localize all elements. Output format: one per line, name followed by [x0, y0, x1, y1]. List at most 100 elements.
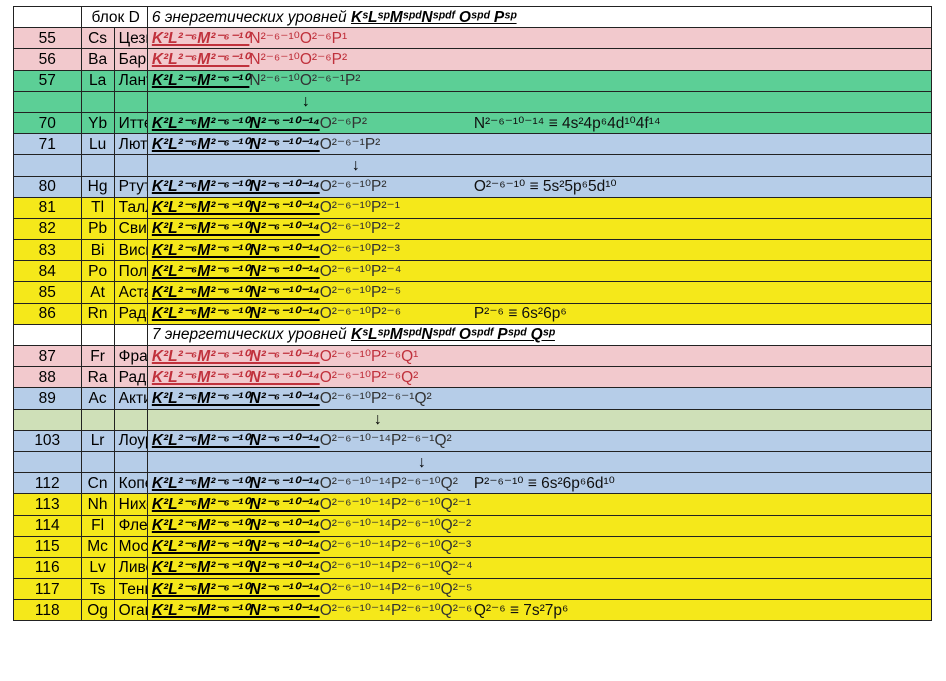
core-shells: K²L²⁻⁶M²⁻⁶⁻¹⁰N²⁻⁶⁻¹⁰⁻¹⁴ — [151, 347, 320, 365]
arrow-down-icon: ↓ — [301, 93, 310, 111]
table-row: 80HgРтутьK²L²⁻⁶M²⁻⁶⁻¹⁰N²⁻⁶⁻¹⁰⁻¹⁴O²⁻⁶⁻¹⁰P… — [13, 175, 933, 198]
atomic-number: 114 — [13, 514, 82, 537]
electron-configuration: K²L²⁻⁶M²⁻⁶⁻¹⁰N²⁻⁶⁻¹⁰⁻¹⁴O²⁻⁶⁻¹⁰P²⁻¹ — [146, 196, 933, 219]
table-row: 7 энергетических уровней KˢLˢᵖMˢᵖᵈNˢᵖᵈᶠ … — [13, 323, 933, 347]
table-row: 103LrЛоуренсийK²L²⁻⁶M²⁻⁶⁻¹⁰N²⁻⁶⁻¹⁰⁻¹⁴O²⁻… — [13, 429, 933, 452]
outer-shells: O²⁻⁶⁻¹⁰⁻¹⁴P²⁻⁶⁻¹⁰Q² — [319, 474, 458, 492]
outer-shells: O²⁻⁶⁻¹⁰P²⁻⁶Q² — [319, 368, 419, 386]
electron-configuration: K²L²⁻⁶M²⁻⁶⁻¹⁰N²⁻⁶⁻¹⁰⁻¹⁴O²⁻⁶⁻¹⁰P²⁻⁴ — [146, 260, 933, 283]
atomic-number: 86 — [13, 302, 82, 325]
element-name — [113, 408, 148, 431]
atomic-number: 116 — [13, 556, 82, 580]
element-name: Свинец — [113, 217, 148, 241]
outer-shells: O²⁻⁶⁻¹⁰P²⁻⁴ — [319, 262, 402, 280]
element-name: Иттербий — [113, 111, 148, 135]
table-row: 55CsЦезийK²L²⁻⁶M²⁻⁶⁻¹⁰N²⁻⁶⁻¹⁰O²⁻⁶P¹ — [13, 27, 933, 50]
element-name: Радий — [113, 366, 148, 389]
electron-configuration: K²L²⁻⁶M²⁻⁶⁻¹⁰N²⁻⁶⁻¹⁰⁻¹⁴O²⁻⁶⁻¹⁰⁻¹⁴P²⁻⁶⁻¹Q… — [146, 429, 933, 452]
atomic-number: 81 — [13, 196, 82, 219]
table-row: 83BiВисмутK²L²⁻⁶M²⁻⁶⁻¹⁰N²⁻⁶⁻¹⁰⁻¹⁴O²⁻⁶⁻¹⁰… — [13, 239, 933, 262]
outer-shells: O²⁻⁶⁻¹⁰⁻¹⁴P²⁻⁶⁻¹⁰Q²⁻⁴ — [319, 559, 473, 577]
element-symbol: Fl — [80, 514, 115, 537]
electron-configuration: K²L²⁻⁶M²⁻⁶⁻¹⁰N²⁻⁶⁻¹⁰⁻¹⁴O²⁻⁶⁻¹⁰P²⁻³ — [146, 239, 933, 262]
element-name: Висмут — [113, 239, 148, 262]
electron-configuration: K²L²⁻⁶M²⁻⁶⁻¹⁰N²⁻⁶⁻¹⁰⁻¹⁴O²⁻⁶⁻¹⁰P²⁻⁶ P²⁻⁶ ≡… — [146, 302, 933, 325]
element-name — [113, 90, 148, 113]
outer-shells: O²⁻⁶⁻¹⁰P²⁻⁶Q¹ — [319, 347, 419, 365]
electron-configuration: K²L²⁻⁶M²⁻⁶⁻¹⁰N²⁻⁶⁻¹⁰⁻¹⁴O²⁻⁶⁻¹⁰⁻¹⁴P²⁻⁶⁻¹⁰… — [146, 599, 933, 622]
table-row: 112CnКоперницийK²L²⁻⁶M²⁻⁶⁻¹⁰N²⁻⁶⁻¹⁰⁻¹⁴O²… — [13, 472, 933, 495]
atomic-number: 89 — [13, 387, 82, 410]
core-shells: K²L²⁻⁶M²⁻⁶⁻¹⁰N²⁻⁶⁻¹⁰⁻¹⁴ — [151, 284, 320, 302]
element-name: Цезий — [113, 27, 148, 50]
outer-shells: O²⁻⁶⁻¹⁰⁻¹⁴P²⁻⁶⁻¹⁰Q²⁻² — [319, 517, 472, 535]
atomic-number — [13, 323, 82, 347]
element-symbol: Hg — [80, 175, 115, 198]
outer-shells: O²⁻⁶P² — [319, 114, 367, 132]
outer-shells: O²⁻⁶⁻¹⁰P²⁻¹ — [319, 199, 400, 217]
element-name — [113, 154, 148, 177]
element-symbol — [80, 90, 115, 113]
atomic-number: 118 — [13, 599, 82, 622]
electron-configuration: K²L²⁻⁶M²⁻⁶⁻¹⁰N²⁻⁶⁻¹⁰⁻¹⁴O²⁻⁶⁻¹⁰P²⁻² — [146, 217, 933, 241]
atomic-number: 103 — [13, 429, 82, 452]
atomic-number: 70 — [13, 111, 82, 135]
element-symbol: Yb — [80, 111, 115, 135]
element-symbol: Mc — [80, 535, 115, 558]
element-symbol: Cs — [80, 27, 115, 50]
element-name: Лоуренсий — [113, 429, 148, 452]
element-symbol: Cn — [80, 472, 115, 495]
atomic-number: 117 — [13, 578, 82, 601]
table-row: 56BaБарийK²L²⁻⁶M²⁻⁶⁻¹⁰N²⁻⁶⁻¹⁰O²⁻⁶P² — [13, 48, 933, 71]
element-symbol: Lr — [80, 429, 115, 452]
atomic-number: 57 — [13, 69, 82, 92]
electron-configuration: K²L²⁻⁶M²⁻⁶⁻¹⁰N²⁻⁶⁻¹⁰⁻¹⁴O²⁻⁶⁻¹⁰⁻¹⁴P²⁻⁶⁻¹⁰… — [146, 578, 933, 601]
table-row: ↓ — [13, 90, 933, 113]
electron-configuration: K²L²⁻⁶M²⁻⁶⁻¹⁰N²⁻⁶⁻¹⁰O²⁻⁶⁻¹P² — [146, 69, 933, 92]
table-row: 118OgОганесонK²L²⁻⁶M²⁻⁶⁻¹⁰N²⁻⁶⁻¹⁰⁻¹⁴O²⁻⁶… — [13, 599, 933, 622]
outer-shells: O²⁻⁶⁻¹⁰⁻¹⁴P²⁻⁶⁻¹⁰Q²⁻¹ — [319, 495, 472, 513]
electron-configuration: K²L²⁻⁶M²⁻⁶⁻¹⁰N²⁻⁶⁻¹⁰⁻¹⁴O²⁻⁶⁻¹⁰P²⁻⁶Q¹ — [146, 344, 933, 368]
outer-shells: O²⁻⁶⁻¹⁰P²⁻⁶ — [319, 305, 402, 323]
element-name: Нихоний — [113, 493, 148, 516]
table-row: 114FlФлеровийK²L²⁻⁶M²⁻⁶⁻¹⁰N²⁻⁶⁻¹⁰⁻¹⁴O²⁻⁶… — [13, 514, 933, 537]
element-name: Актиний — [113, 387, 148, 410]
core-shells: K²L²⁻⁶M²⁻⁶⁻¹⁰N²⁻⁶⁻¹⁰⁻¹⁴ — [151, 495, 320, 513]
core-shells: K²L²⁻⁶M²⁻⁶⁻¹⁰N²⁻⁶⁻¹⁰⁻¹⁴ — [151, 517, 320, 535]
core-shells: K²L²⁻⁶M²⁻⁶⁻¹⁰N²⁻⁶⁻¹⁰⁻¹⁴ — [151, 432, 320, 450]
table-row: ↓ — [13, 450, 933, 474]
element-symbol: Ts — [80, 578, 115, 601]
core-shells: K²L²⁻⁶M²⁻⁶⁻¹⁰N²⁻⁶⁻¹⁰⁻¹⁴ — [151, 389, 320, 407]
element-symbol: At — [80, 281, 115, 304]
core-shells: K²L²⁻⁶M²⁻⁶⁻¹⁰ — [151, 50, 250, 68]
atomic-number: 55 — [13, 27, 82, 50]
element-symbol: Ba — [80, 48, 115, 71]
core-shells: K²L²⁻⁶M²⁻⁶⁻¹⁰N²⁻⁶⁻¹⁰⁻¹⁴ — [151, 305, 320, 323]
element-symbol: Lv — [80, 556, 115, 580]
element-name: Коперниций — [113, 472, 148, 495]
atomic-number: 56 — [13, 48, 82, 71]
core-shells: K²L²⁻⁶M²⁻⁶⁻¹⁰N²⁻⁶⁻¹⁰⁻¹⁴ — [151, 178, 320, 196]
atomic-number: 84 — [13, 260, 82, 283]
core-shells: K²L²⁻⁶M²⁻⁶⁻¹⁰N²⁻⁶⁻¹⁰⁻¹⁴ — [151, 601, 320, 619]
element-symbol — [80, 323, 115, 347]
core-shells: K²L²⁻⁶M²⁻⁶⁻¹⁰N²⁻⁶⁻¹⁰⁻¹⁴ — [151, 241, 320, 259]
atomic-number: 113 — [13, 493, 82, 516]
atomic-number: 82 — [13, 217, 82, 241]
electron-configuration: K²L²⁻⁶M²⁻⁶⁻¹⁰N²⁻⁶⁻¹⁰⁻¹⁴O²⁻⁶⁻¹⁰⁻¹⁴P²⁻⁶⁻¹⁰… — [146, 472, 933, 495]
core-shells: K²L²⁻⁶M²⁻⁶⁻¹⁰ — [151, 72, 250, 90]
core-shells: K²L²⁻⁶M²⁻⁶⁻¹⁰N²⁻⁶⁻¹⁰⁻¹⁴ — [151, 538, 320, 556]
element-symbol: Lu — [80, 133, 115, 156]
atomic-number — [13, 408, 82, 431]
core-shells: K²L²⁻⁶M²⁻⁶⁻¹⁰N²⁻⁶⁻¹⁰⁻¹⁴ — [151, 559, 320, 577]
electron-configuration: K²L²⁻⁶M²⁻⁶⁻¹⁰N²⁻⁶⁻¹⁰⁻¹⁴O²⁻⁶⁻¹⁰P²⁻⁶⁻¹Q² — [146, 387, 933, 410]
electron-config-table: блок D 6 энергетических уровней KˢLˢᵖMˢᵖ… — [13, 5, 933, 622]
level-header-7: 7 энергетических уровней — [151, 326, 347, 344]
arrow-down-icon: ↓ — [351, 156, 360, 174]
element-symbol: Rn — [80, 302, 115, 325]
atomic-number — [13, 154, 82, 177]
element-symbol: Nh — [80, 493, 115, 516]
shell-annotation: N²⁻⁶⁻¹⁰⁻¹⁴ ≡ 4s²4p⁶4d¹⁰4f¹⁴ — [473, 114, 661, 132]
electron-configuration: K²L²⁻⁶M²⁻⁶⁻¹⁰N²⁻⁶⁻¹⁰⁻¹⁴O²⁻⁶⁻¹⁰P²⁻⁵ — [146, 281, 933, 304]
table-row: 57LaЛантанK²L²⁻⁶M²⁻⁶⁻¹⁰N²⁻⁶⁻¹⁰O²⁻⁶⁻¹P² — [13, 69, 933, 92]
